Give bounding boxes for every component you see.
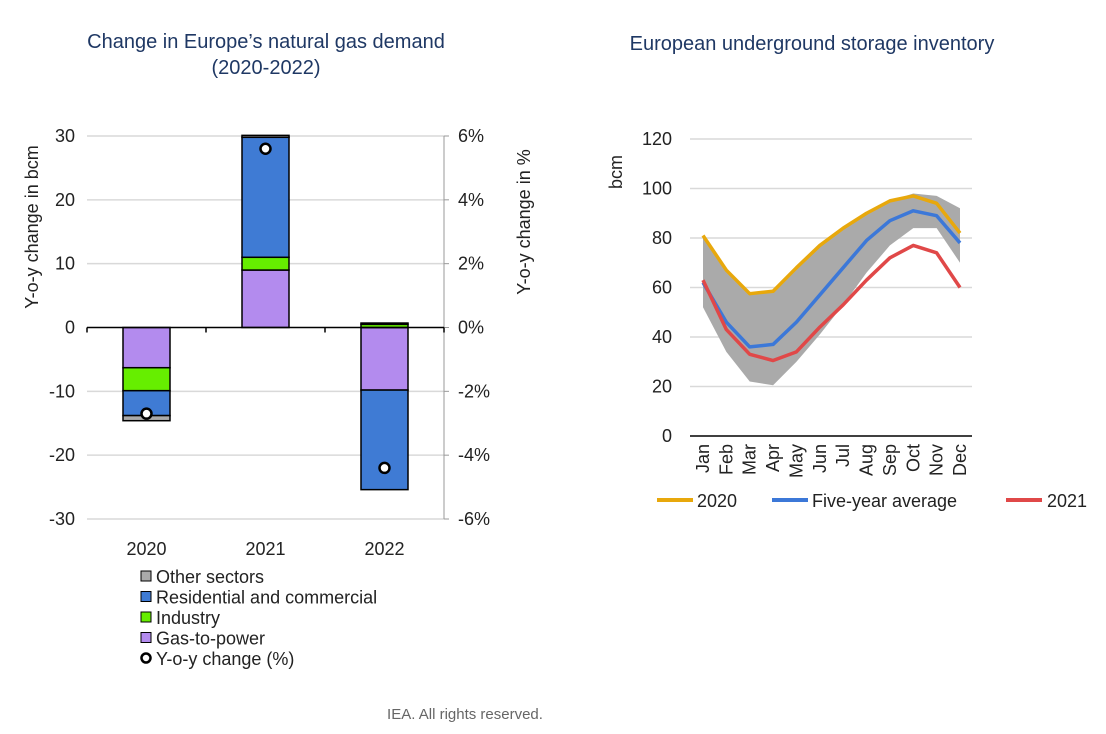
- y2-tick-label: 4%: [458, 190, 484, 210]
- legend-label: Industry: [156, 608, 220, 628]
- bar-segment-gas-to-power: [360, 326, 409, 391]
- left-y-axis-label: Y-o-y change in bcm: [22, 145, 42, 308]
- left-chart-subtitle: (2020-2022): [212, 57, 321, 79]
- bar-segment-industry: [241, 256, 290, 271]
- y-tick-label: -30: [49, 509, 75, 529]
- legend-swatch: [140, 591, 152, 602]
- x-tick-label: Jan: [693, 444, 713, 473]
- x-tick-label: Apr: [763, 444, 783, 472]
- y-tick-label: 100: [642, 179, 672, 199]
- left-y2-axis-label: Y-o-y change in %: [514, 149, 534, 294]
- bar-segment-residential-and-commercial: [241, 136, 290, 259]
- x-tick-label: Feb: [716, 444, 736, 475]
- legend-marker-pct: [140, 652, 152, 664]
- y2-tick-label: -2%: [458, 381, 490, 401]
- bar-segment-gas-to-power: [241, 269, 290, 329]
- y2-tick-label: 6%: [458, 126, 484, 146]
- pct-marker: [378, 461, 391, 475]
- x-tick-label: Jun: [810, 444, 830, 473]
- five-year-range-band: [703, 193, 960, 386]
- legend-label: Residential and commercial: [156, 588, 377, 608]
- x-tick-label: Nov: [927, 444, 947, 476]
- x-tick-label: Jul: [833, 444, 853, 467]
- y-tick-label: 120: [642, 129, 672, 149]
- series-line-five-year-average: [701, 209, 962, 349]
- y-tick-label: -20: [49, 445, 75, 465]
- y-tick-label: 20: [652, 377, 672, 397]
- bar-segment-residential-and-commercial: [360, 389, 409, 491]
- y-tick-label: 10: [55, 254, 75, 274]
- legend-label: 2020: [697, 491, 737, 511]
- legend-label: Gas-to-power: [156, 629, 265, 649]
- left-chart-title: Change in Europe’s natural gas demand: [87, 31, 445, 53]
- x-tick-label: 2022: [364, 539, 404, 559]
- footer-credit: IEA. All rights reserved.: [387, 706, 543, 723]
- y-tick-label: 30: [55, 126, 75, 146]
- y-tick-label: -10: [49, 381, 75, 401]
- series-line-2020: [701, 194, 962, 296]
- y-tick-label: 40: [652, 327, 672, 347]
- x-tick-label: 2021: [245, 539, 285, 559]
- y-tick-label: 0: [662, 426, 672, 446]
- series-line-2021: [701, 243, 962, 363]
- bar-segment-other-sectors: [241, 134, 290, 139]
- legend-swatch: [140, 570, 152, 582]
- y2-tick-label: 0%: [458, 318, 484, 338]
- legend-swatch: [140, 632, 152, 643]
- x-tick-label: Sep: [880, 444, 900, 476]
- y-tick-label: 0: [65, 318, 75, 338]
- legend-label: Five-year average: [812, 491, 957, 511]
- x-tick-label: Aug: [857, 444, 877, 476]
- bar-segment-other-sectors: [360, 322, 409, 326]
- pct-marker: [259, 142, 272, 156]
- y2-tick-label: 2%: [458, 254, 484, 274]
- x-tick-label: Oct: [903, 444, 923, 472]
- y2-tick-label: -4%: [458, 445, 490, 465]
- legend-swatch: [140, 611, 152, 623]
- y2-tick-label: -6%: [458, 509, 490, 529]
- x-tick-label: May: [786, 444, 806, 478]
- x-tick-label: 2020: [126, 539, 166, 559]
- y-tick-label: 20: [55, 190, 75, 210]
- x-tick-label: Mar: [740, 444, 760, 475]
- legend-label: Y-o-y change (%): [156, 649, 294, 669]
- right-chart-title: European underground storage inventory: [630, 33, 995, 55]
- legend-label: Other sectors: [156, 567, 264, 587]
- legend-label: 2021: [1047, 491, 1087, 511]
- bar-segment-gas-to-power: [122, 326, 171, 369]
- y-tick-label: 60: [652, 278, 672, 298]
- right-y-axis-label: bcm: [606, 155, 626, 189]
- pct-marker: [140, 407, 153, 420]
- y-tick-label: 80: [652, 228, 672, 248]
- bar-segment-industry: [122, 366, 171, 392]
- x-tick-label: Dec: [950, 444, 970, 476]
